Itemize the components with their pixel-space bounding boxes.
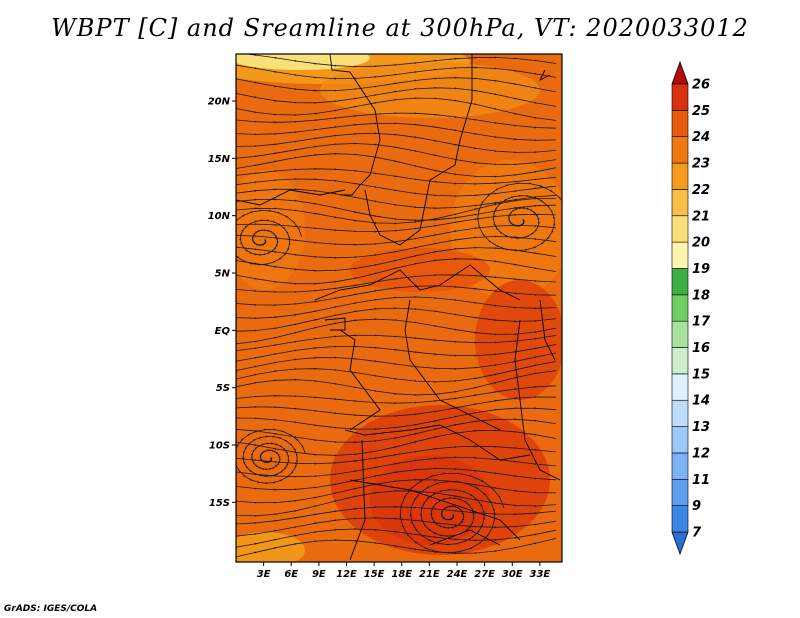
colorbar-upper-arrow [671, 60, 689, 85]
colorbar-label: 7 [692, 526, 702, 541]
streamlines [236, 54, 562, 558]
lon-tick-label: 30E [502, 569, 523, 580]
colorbar-label: 24 [692, 130, 710, 145]
colorbar-label: 12 [692, 446, 710, 461]
streamline [236, 64, 557, 80]
lat-tick-label: EQ [215, 326, 231, 337]
lat-tick-label: 10S [209, 441, 230, 452]
colorbar-label: 17 [692, 315, 711, 330]
colorbar-cell [671, 478, 689, 506]
colorbar-cell [671, 110, 689, 138]
colorbar-cell [671, 505, 689, 533]
colorbar-cell [671, 136, 689, 164]
streamline [236, 76, 557, 93]
lon-tick-label: 3E [257, 569, 271, 580]
colorbar-label: 13 [692, 420, 710, 435]
colorbar-cell [671, 373, 689, 401]
lat-tick-label: 15N [208, 154, 231, 165]
lat-tick-label: 15S [209, 498, 230, 509]
lat-tick-label: 5S [216, 383, 230, 394]
streamline [236, 334, 557, 352]
country-borders [236, 54, 561, 561]
colorbar-cell [671, 268, 689, 296]
colorbar-label: 22 [692, 183, 710, 198]
colorbar-label: 15 [692, 367, 710, 382]
lon-tick-label: 24E [447, 569, 468, 580]
latitude-axis: 20N 15N 10N 5N EQ 5S 10S 15S [208, 97, 236, 509]
colorbar-cell [671, 347, 689, 375]
colorbar-lower-arrow [671, 531, 689, 556]
lon-tick-label: 6E [284, 569, 298, 580]
colorbar-label: 14 [692, 394, 710, 409]
colorbar-cell [671, 452, 689, 480]
colorbar-cell [671, 83, 689, 111]
lon-tick-label: 21E [419, 569, 440, 580]
colorbar-label: 20 [692, 236, 710, 251]
lon-tick-label: 27E [474, 569, 495, 580]
colorbar-cell [671, 294, 689, 322]
streamline [236, 428, 306, 485]
lon-tick-label: 18E [391, 569, 412, 580]
colorbar-label: 23 [692, 157, 710, 172]
colorbar-cell [671, 426, 689, 454]
lat-tick-label: 5N [215, 269, 231, 280]
colorbar-cell [671, 215, 689, 243]
colorbar-cell [671, 162, 689, 190]
lon-tick-label: 9E [312, 569, 326, 580]
colorbar-label: 16 [692, 341, 710, 356]
colorbar-label: 21 [692, 209, 710, 224]
streamline [236, 344, 557, 362]
streamline [399, 472, 505, 554]
colorbar-label: 11 [692, 473, 710, 488]
colorbar-label: 19 [692, 262, 710, 277]
lat-tick-label: 20N [208, 97, 231, 108]
streamline [236, 209, 302, 266]
map-frame [235, 53, 563, 563]
lat-tick-label: 10N [208, 211, 231, 222]
colorbar-label: 25 [692, 104, 710, 119]
colorbar-label: 26 [692, 78, 710, 93]
colorbar-cell [671, 399, 689, 427]
colorbar-label: 18 [692, 288, 710, 303]
lon-tick-label: 12E [336, 569, 357, 580]
map-title: WBPT [C] and Sreamline at 300hPa, VT: 20… [51, 14, 749, 42]
streamline [236, 352, 557, 372]
colorbar-cell [671, 320, 689, 348]
lon-tick-label: 15E [364, 569, 385, 580]
colorbar-cell [671, 241, 689, 269]
footer-credit: GrADS: IGES/COLA [4, 604, 98, 614]
colorbar: 7 9 11 12 13 14 15 16 17 18 19 20 21 22 23 24 25 26 [671, 60, 711, 556]
streamline [476, 182, 562, 252]
lon-tick-label: 33E [530, 569, 551, 580]
colorbar-label: 9 [692, 499, 701, 514]
longitude-axis: 3E 6E 9E 12E 15E 18E 21E 24E 27E 30E 33E [257, 562, 551, 580]
colorbar-cell [671, 189, 689, 217]
